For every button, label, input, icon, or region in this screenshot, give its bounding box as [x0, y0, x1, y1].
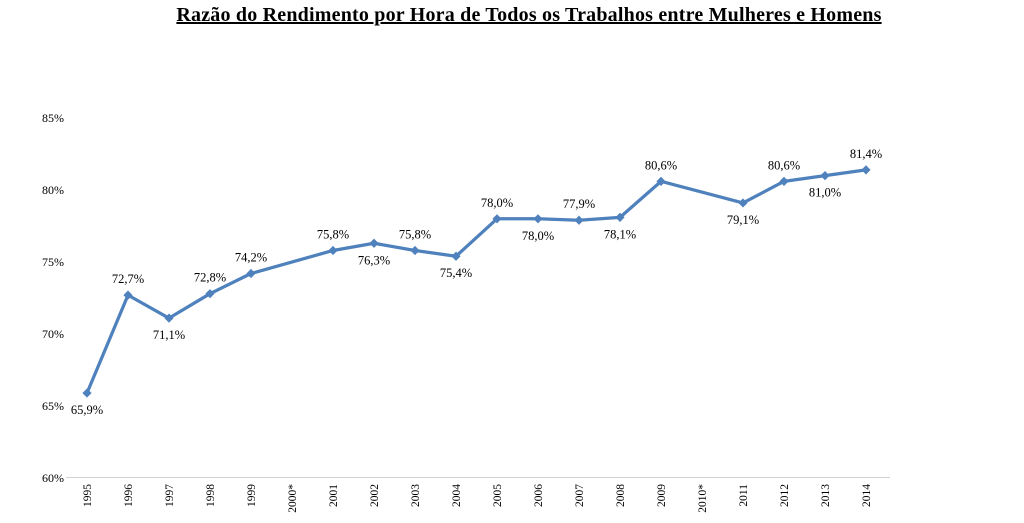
x-axis-tick-label: 1998: [205, 484, 217, 507]
x-axis-tick-label: 2011: [738, 484, 750, 507]
x-axis-tick-label: 1996: [123, 484, 135, 507]
data-point-marker: [820, 171, 830, 181]
data-point-marker: [164, 313, 174, 323]
y-axis-tick-label: 70%: [42, 327, 64, 341]
data-point-label: 76,3%: [358, 253, 390, 267]
y-axis-tick-label: 75%: [42, 255, 64, 269]
x-axis-tick-label: 2001: [328, 484, 340, 507]
data-point-marker: [492, 214, 502, 224]
x-axis-tick-label: 2000*: [287, 484, 299, 513]
data-point-marker: [861, 165, 871, 175]
data-point-label: 71,1%: [153, 328, 185, 342]
x-axis-tick-label: 2009: [656, 484, 668, 507]
x-axis-tick-label: 2003: [410, 484, 422, 507]
data-point-marker: [369, 238, 379, 248]
data-point-marker: [533, 214, 543, 224]
x-axis-tick-label: 1997: [164, 484, 176, 507]
data-point-label: 81,0%: [809, 186, 841, 200]
x-axis-tick-label: 2010*: [697, 484, 709, 513]
data-point-label: 72,7%: [112, 272, 144, 286]
data-point-marker: [246, 268, 256, 279]
x-axis-tick-label: 2014: [861, 484, 873, 507]
y-axis-tick-label: 80%: [42, 183, 64, 197]
x-axis-tick-label: 2005: [492, 484, 504, 507]
data-point-marker: [574, 215, 584, 225]
data-point-label: 75,8%: [399, 227, 431, 241]
x-axis-tick-label: 2008: [615, 484, 627, 507]
data-point-marker: [205, 289, 215, 299]
data-point-marker: [328, 245, 338, 256]
x-axis-tick-label: 2007: [574, 484, 586, 507]
data-point-label: 78,1%: [604, 227, 636, 241]
data-point-marker: [656, 176, 666, 186]
data-point-label: 75,4%: [440, 266, 472, 280]
y-axis-tick-label: 65%: [42, 399, 64, 413]
data-point-marker: [779, 176, 789, 186]
data-point-marker: [615, 212, 625, 222]
x-axis-tick-label: 2012: [779, 484, 791, 507]
y-axis-tick-label: 60%: [42, 471, 64, 485]
data-point-label: 80,6%: [768, 158, 800, 172]
data-point-label: 77,9%: [563, 197, 595, 211]
data-point-label: 65,9%: [71, 403, 103, 417]
data-point-marker: [82, 388, 92, 398]
series-line: [85, 168, 868, 395]
x-axis-tick-label: 2004: [451, 484, 463, 507]
data-point-marker: [738, 198, 748, 208]
chart-title: Razão do Rendimento por Hora de Todos os…: [176, 4, 882, 26]
data-point-marker: [410, 245, 420, 256]
x-axis-tick-label: 2002: [369, 484, 381, 507]
y-axis-tick-label: 85%: [42, 111, 64, 125]
x-axis-tick-label: 2013: [820, 484, 832, 507]
data-point-label: 81,4%: [850, 147, 882, 161]
x-axis-tick-label: 2006: [533, 484, 545, 507]
data-point-label: 79,1%: [727, 213, 759, 227]
data-point-label: 72,8%: [194, 271, 226, 285]
data-point-marker: [123, 290, 133, 300]
x-axis-tick-label: 1999: [246, 484, 258, 507]
x-axis-tick-label: 1995: [82, 484, 94, 507]
data-point-marker: [451, 251, 461, 261]
data-point-label: 78,0%: [522, 229, 554, 243]
data-point-label: 78,0%: [481, 196, 513, 210]
data-point-label: 80,6%: [645, 158, 677, 172]
data-point-label: 74,2%: [235, 251, 267, 265]
data-point-label: 75,8%: [317, 227, 349, 241]
